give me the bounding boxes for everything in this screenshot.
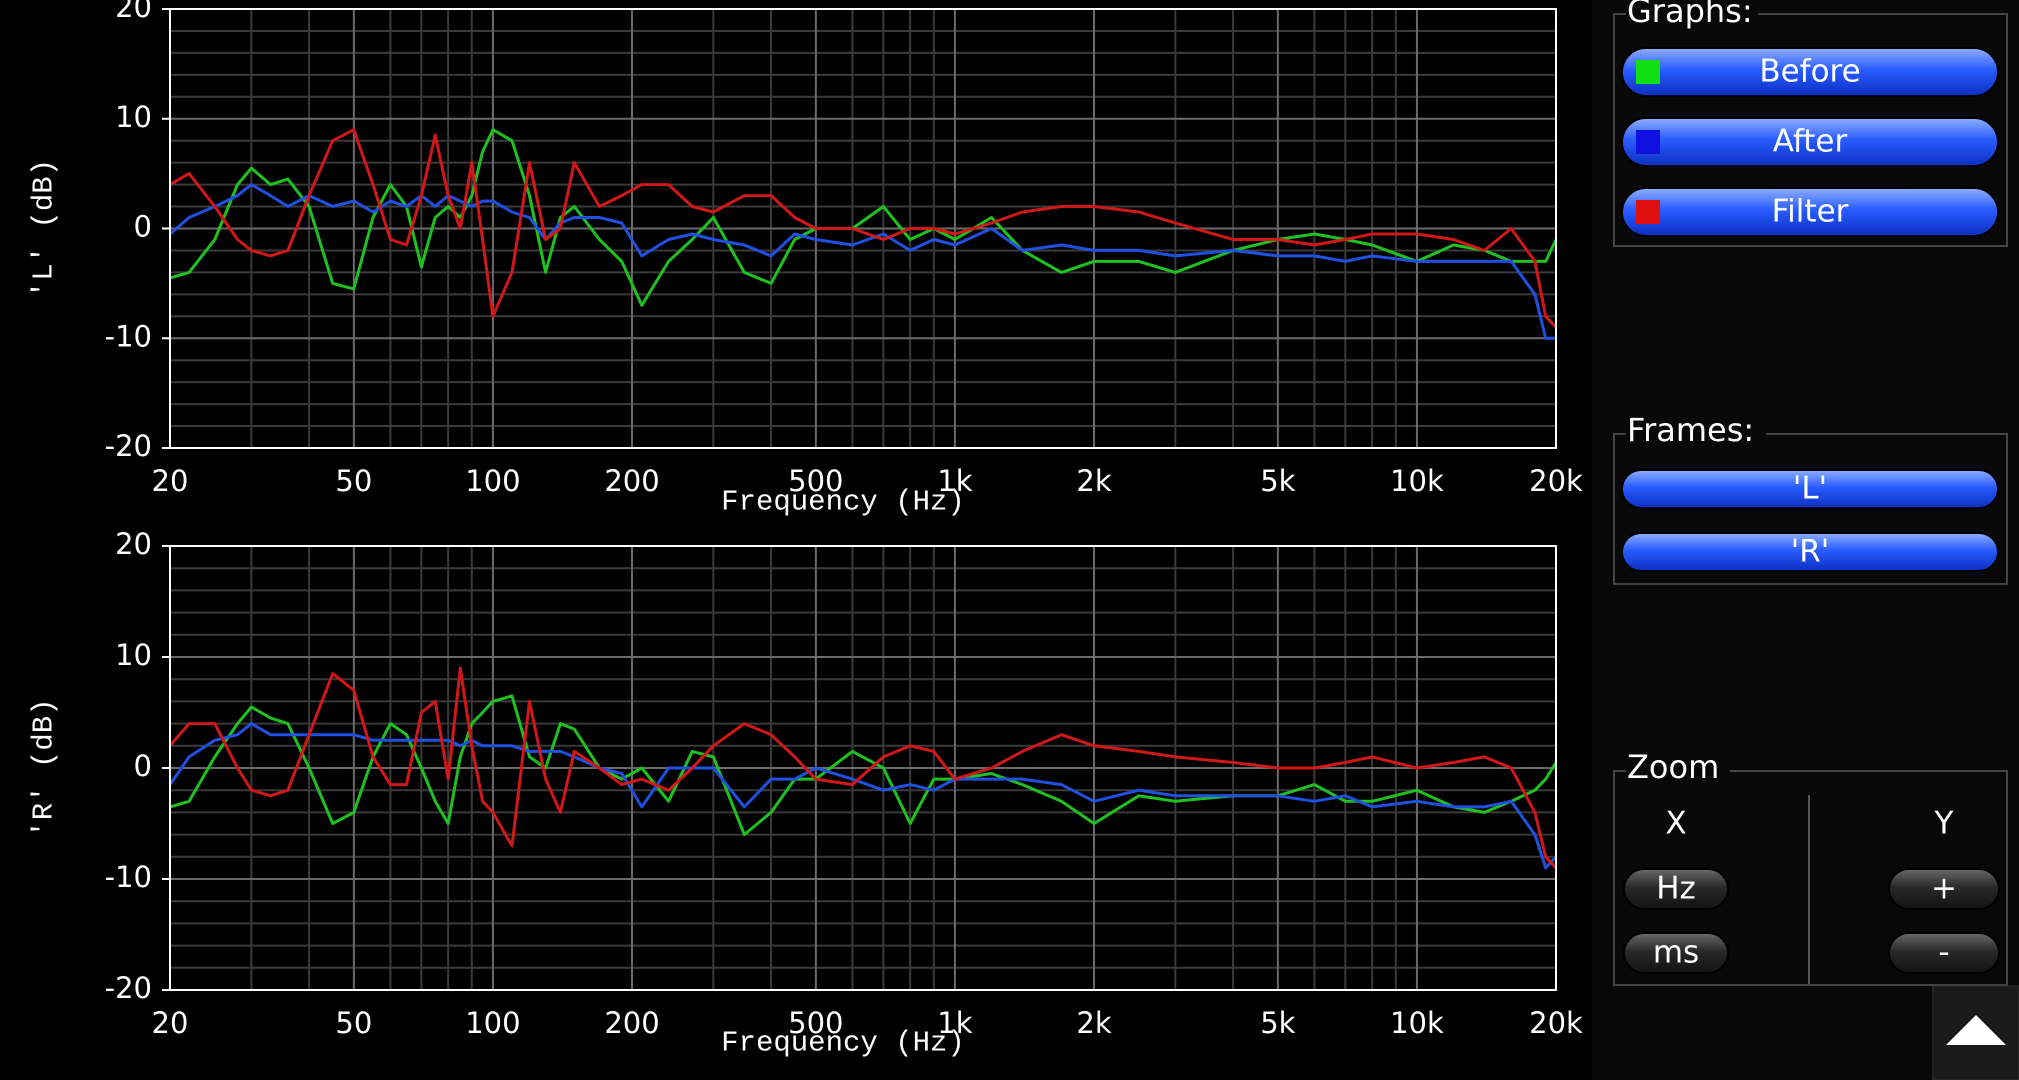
frames-title: Frames: bbox=[1627, 411, 1754, 449]
zoom-y-label: Y bbox=[1934, 806, 1954, 842]
zoom-y-button[interactable]: + bbox=[1888, 868, 2000, 910]
x-tick-label: 2k bbox=[1076, 1006, 1111, 1040]
series-line bbox=[168, 722, 1558, 870]
y-tick-label: -10 bbox=[105, 319, 152, 353]
zoom-y-button[interactable]: - bbox=[1888, 932, 2000, 974]
x-tick-label: 20 bbox=[152, 1006, 189, 1040]
x-tick-label: 50 bbox=[335, 1006, 372, 1040]
plot: -20 -10 0 10 20 20 50 100 200 500 1k 2k 5k 10k 20k Freq… bbox=[28, 0, 1583, 519]
y-tick-label: -10 bbox=[105, 860, 152, 894]
x-tick-label: 50 bbox=[335, 464, 372, 498]
x-tick-label: 20 bbox=[152, 464, 189, 498]
zoom-x-label: X bbox=[1665, 806, 1686, 842]
x-tick-label: 20k bbox=[1529, 464, 1583, 498]
zoom-title-bg bbox=[1626, 752, 1730, 786]
plot: -20 -10 0 10 20 20 50 100 200 500 1k 2k 5k 10k 20k Freq… bbox=[28, 527, 1583, 1060]
zoom-box bbox=[1613, 770, 2008, 986]
x-tick-label: 5k bbox=[1260, 464, 1295, 498]
zoom-x-button-label: ms bbox=[1653, 935, 1699, 971]
zoom-x-button-bg bbox=[1623, 868, 1729, 910]
series-line bbox=[169, 128, 1558, 329]
zoom-y-button-bg bbox=[1888, 868, 2000, 910]
graphs-title: Graphs: bbox=[1627, 0, 1753, 30]
x-tick-label: 1k bbox=[937, 464, 972, 498]
y-tick-label: -20 bbox=[105, 971, 152, 1005]
x-tick-label: 1k bbox=[937, 1006, 972, 1040]
x-tick-label: 100 bbox=[465, 464, 520, 498]
zoom-x-button[interactable]: ms bbox=[1623, 932, 1729, 974]
zoom-y-button-bg bbox=[1888, 932, 2000, 974]
graphs-title-bg bbox=[1626, 0, 1758, 28]
series-line bbox=[169, 128, 1558, 307]
y-tick-label: 10 bbox=[115, 638, 152, 672]
plot-border bbox=[169, 545, 1557, 991]
graph-button-label: Before bbox=[1759, 54, 1860, 90]
graph-button-label: After bbox=[1773, 124, 1848, 160]
frame-button[interactable]: 'L' bbox=[1621, 469, 1999, 509]
x-tick-label: 500 bbox=[788, 1006, 843, 1040]
x-tick-label: 10k bbox=[1390, 464, 1444, 498]
graph-button[interactable]: Filter bbox=[1621, 187, 1999, 237]
zoom-title: Zoom bbox=[1627, 748, 1719, 786]
y-axis-label: 'L' (dB) bbox=[28, 159, 61, 298]
graph-button-bg bbox=[1621, 47, 1999, 97]
x-tick-label: 100 bbox=[465, 1006, 520, 1040]
graph-button-bg bbox=[1621, 117, 1999, 167]
y-tick-label: 0 bbox=[134, 210, 152, 244]
control-panel: Graphs: Frames: Zoom X Y Before After Filt… bbox=[1613, 0, 2019, 1080]
series-line bbox=[169, 183, 1556, 340]
zoom-y-button-label: - bbox=[1938, 935, 1949, 971]
series-line bbox=[169, 694, 1558, 837]
x-tick-label: 20k bbox=[1529, 1006, 1583, 1040]
graph-button-bg bbox=[1621, 187, 1999, 237]
x-tick-label: 200 bbox=[604, 1006, 659, 1040]
x-tick-label: 200 bbox=[604, 464, 659, 498]
y-tick-label: 20 bbox=[115, 0, 152, 24]
frame-button-label: 'L' bbox=[1793, 471, 1827, 507]
color-swatch bbox=[1636, 200, 1660, 224]
x-axis-label: Frequency (Hz) bbox=[721, 1027, 965, 1060]
up-arrow bbox=[1946, 1015, 2006, 1045]
plot-border bbox=[169, 8, 1557, 449]
x-tick-label: 500 bbox=[788, 464, 843, 498]
graph-button-label: Filter bbox=[1772, 194, 1849, 230]
y-tick-label: 0 bbox=[134, 749, 152, 783]
graph-button[interactable]: After bbox=[1621, 117, 1999, 167]
series-line bbox=[168, 666, 1558, 869]
x-tick-label: 10k bbox=[1390, 1006, 1444, 1040]
y-tick-label: 10 bbox=[115, 100, 152, 134]
x-tick-label: 2k bbox=[1076, 464, 1111, 498]
zoom-x-button-bg bbox=[1623, 932, 1729, 974]
y-tick-label: -20 bbox=[105, 429, 152, 463]
frame-button[interactable]: 'R' bbox=[1621, 532, 1999, 572]
color-swatch bbox=[1636, 130, 1660, 154]
color-swatch bbox=[1636, 60, 1660, 84]
y-tick-label: 20 bbox=[115, 527, 152, 561]
frame-button-bg bbox=[1621, 532, 1999, 572]
graph-button[interactable]: Before bbox=[1621, 47, 1999, 97]
graphs-box bbox=[1613, 13, 2008, 247]
frame-button-bg bbox=[1621, 469, 1999, 509]
up-button[interactable] bbox=[1932, 985, 2019, 1080]
zoom-x-button-label: Hz bbox=[1656, 871, 1696, 907]
y-axis-label: 'R' (dB) bbox=[28, 698, 61, 837]
x-tick-label: 5k bbox=[1260, 1006, 1295, 1040]
frame-button-label: 'R' bbox=[1791, 534, 1830, 570]
x-axis-label: Frequency (Hz) bbox=[721, 486, 965, 519]
frames-box bbox=[1613, 433, 2008, 585]
zoom-x-button[interactable]: Hz bbox=[1623, 868, 1729, 910]
zoom-y-button-label: + bbox=[1931, 871, 1957, 907]
frames-title-bg bbox=[1626, 415, 1766, 449]
